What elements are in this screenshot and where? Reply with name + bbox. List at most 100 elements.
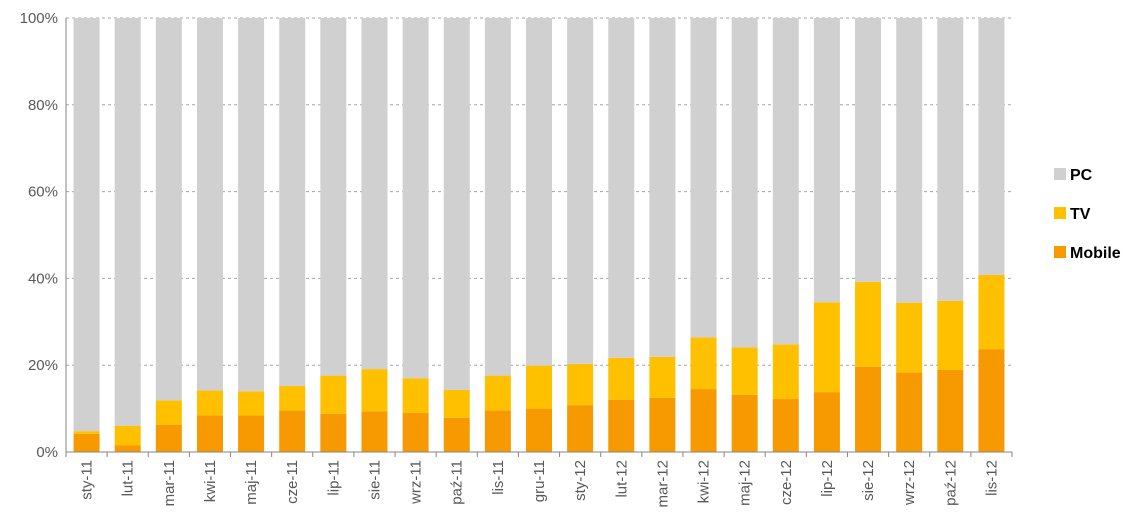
bar-pc-paź-11	[443, 18, 470, 390]
x-tick-label: paź-11	[449, 460, 466, 505]
bar-mobile-lis-11	[484, 410, 511, 452]
bar-pc-sie-11	[361, 18, 388, 370]
y-tick-label: 40%	[28, 270, 58, 287]
bar-pc-kwi-12	[690, 18, 717, 338]
bar-mobile-lut-12	[608, 399, 635, 452]
bar-pc-lip-12	[813, 18, 840, 303]
bar-mobile-lip-12	[813, 392, 840, 452]
bar-pc-lut-11	[114, 18, 141, 426]
bar-tv-paź-12	[937, 300, 964, 370]
bar-tv-mar-12	[649, 356, 676, 398]
bar-tv-lut-11	[114, 425, 141, 446]
bar-mobile-paź-12	[937, 369, 964, 452]
y-tick-labels: 0% 20% 40% 60% 80% 100%	[20, 10, 58, 461]
x-tick-label: kwi-12	[696, 460, 713, 503]
bar-mobile-mar-12	[649, 397, 676, 452]
bar-tv-kwi-11	[196, 390, 223, 416]
bar-pc-maj-12	[731, 18, 758, 348]
x-tick-label: mar-12	[654, 460, 671, 508]
bar-mobile-lut-11	[114, 445, 141, 452]
x-tick-label: sty-11	[79, 460, 96, 500]
bar-mobile-gru-11	[526, 408, 552, 452]
bar-pc-mar-12	[649, 18, 676, 357]
bar-tv-sie-11	[361, 369, 388, 412]
bar-pc-kwi-11	[196, 18, 223, 391]
x-tick-label: gru-11	[531, 460, 548, 502]
bar-tv-cze-11	[279, 386, 306, 411]
bar-pc-lut-12	[608, 18, 635, 358]
bar-pc-gru-11	[526, 18, 552, 366]
bar-mobile-mar-11	[155, 424, 182, 452]
bar-mobile-sie-11	[361, 411, 388, 452]
bar-mobile-cze-12	[772, 399, 799, 452]
y-tick-label: 20%	[28, 357, 58, 374]
bar-mobile-sty-12	[567, 405, 594, 452]
bar-tv-lis-11	[484, 375, 511, 411]
x-tick-label: lut-12	[613, 460, 630, 498]
x-tick-label: mar-11	[161, 460, 178, 506]
bar-pc-wrz-12	[896, 18, 923, 303]
bar-pc-cze-12	[772, 18, 799, 345]
x-tick-labels: sty-11 lut-11 mar-11 kwi-11 maj-11 cze-11 lip-…	[79, 460, 1001, 508]
bar-pc-mar-11	[155, 18, 182, 401]
bar-tv-sty-11	[73, 431, 100, 434]
x-tick-label: sie-11	[366, 460, 383, 500]
bar-mobile-lip-11	[320, 413, 347, 452]
bar-mobile-wrz-12	[896, 372, 923, 452]
bar-mobile-maj-12	[731, 394, 758, 452]
bar-mobile-maj-11	[238, 415, 265, 452]
bar-pc-cze-11	[279, 18, 306, 387]
bar-tv-paź-11	[443, 389, 470, 418]
bar-tv-cze-12	[772, 344, 799, 400]
y-tick-label: 0%	[36, 444, 58, 461]
x-tick-label: cze-11	[284, 460, 301, 504]
x-tick-label: maj-12	[737, 460, 754, 506]
bar-mobile-kwi-12	[690, 389, 717, 452]
bar-tv-lis-12	[978, 274, 1005, 350]
y-tick-label: 80%	[28, 97, 58, 114]
x-tick-label: sty-12	[572, 460, 589, 501]
bar-pc-sty-11	[73, 18, 100, 432]
y-tick-label: 60%	[28, 184, 58, 201]
y-tick-label: 100%	[20, 10, 58, 27]
gridlines	[66, 17, 1012, 366]
legend-label-mobile: Mobile	[1070, 245, 1121, 262]
legend-swatch-pc	[1054, 168, 1066, 180]
bar-mobile-wrz-11	[402, 412, 429, 452]
bar-mobile-paź-11	[443, 417, 470, 452]
bar-tv-wrz-12	[896, 302, 923, 373]
legend: PC TV Mobile	[1054, 167, 1121, 262]
bar-pc-lis-12	[978, 18, 1005, 275]
legend-swatch-mobile	[1054, 246, 1066, 258]
bar-tv-mar-11	[155, 400, 182, 425]
x-tick-label: sie-12	[860, 460, 877, 501]
bar-pc-sty-12	[567, 18, 594, 364]
bar-tv-lip-12	[813, 302, 840, 393]
x-tick-label: kwi-11	[202, 460, 219, 502]
x-tick-label: maj-11	[243, 460, 260, 505]
bar-tv-maj-12	[731, 347, 758, 395]
x-tick-label: paź-12	[942, 460, 959, 506]
legend-label-pc: PC	[1070, 167, 1093, 184]
bar-tv-wrz-11	[402, 378, 429, 413]
bar-pc-lis-11	[484, 18, 511, 376]
bar-tv-sie-12	[855, 281, 882, 367]
x-tick-label: lip-11	[325, 460, 342, 496]
x-tick-label: lis-11	[490, 460, 507, 495]
bar-pc-wrz-11	[402, 18, 429, 379]
bar-mobile-cze-11	[279, 410, 306, 452]
bar-pc-sie-12	[855, 18, 882, 282]
legend-swatch-tv	[1054, 207, 1066, 219]
bar-pc-lip-11	[320, 18, 347, 376]
bar-mobile-kwi-11	[196, 415, 223, 452]
bar-tv-kwi-12	[690, 337, 717, 390]
bar-pc-paź-12	[937, 18, 964, 301]
x-tick-label: lis-12	[983, 460, 1000, 496]
bar-mobile-sie-12	[855, 366, 882, 452]
x-tick-label: lut-11	[120, 460, 137, 496]
x-tick-label: cze-12	[778, 460, 795, 505]
x-tick-label: lip-12	[819, 460, 836, 497]
bar-mobile-lis-12	[978, 349, 1005, 452]
